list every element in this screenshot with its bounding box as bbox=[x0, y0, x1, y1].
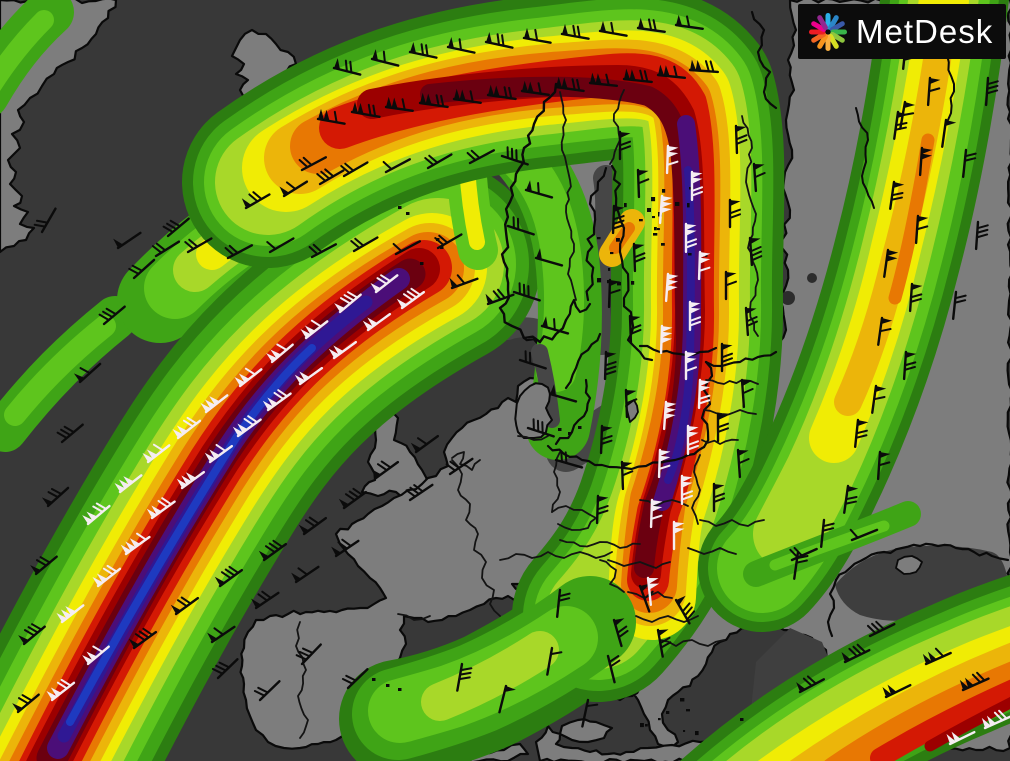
metdesk-logo-text: MetDesk bbox=[856, 12, 994, 50]
metdesk-logo: MetDesk bbox=[798, 4, 1006, 59]
metdesk-star-icon bbox=[808, 12, 848, 51]
wind-barbs bbox=[12, 6, 1010, 746]
island-speckles bbox=[372, 187, 744, 736]
